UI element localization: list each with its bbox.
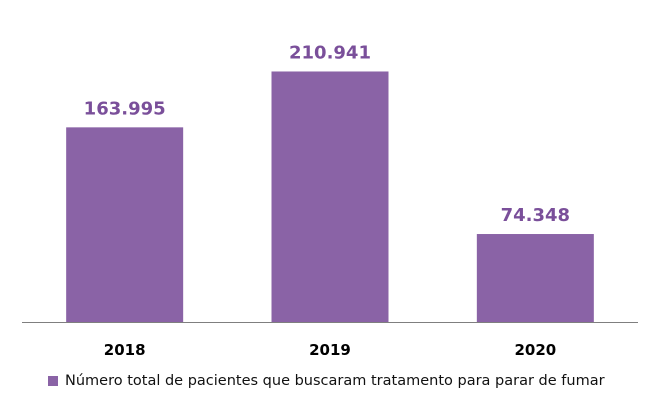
legend-swatch [48,376,58,386]
value-labels-group: 163.995 210.941 74.348 [84,42,570,226]
x-tick-labels-group: 2018 2019 2020 [104,341,556,359]
x-tick-label-2018: 2018 [104,341,146,359]
bars-group [66,71,594,323]
legend: Número total de pacientes que buscaram t… [48,373,605,389]
value-label-2020: 74.348 [501,205,570,226]
x-tick-label-2020: 2020 [514,341,556,359]
value-label-2019: 210.941 [289,42,371,63]
x-tick-label-2019: 2019 [309,341,351,359]
bar-2020 [476,234,594,323]
legend-label: Número total de pacientes que buscaram t… [65,373,605,389]
value-label-2018: 163.995 [84,98,166,119]
bar-2018 [66,127,184,323]
bar-2019 [271,71,389,323]
